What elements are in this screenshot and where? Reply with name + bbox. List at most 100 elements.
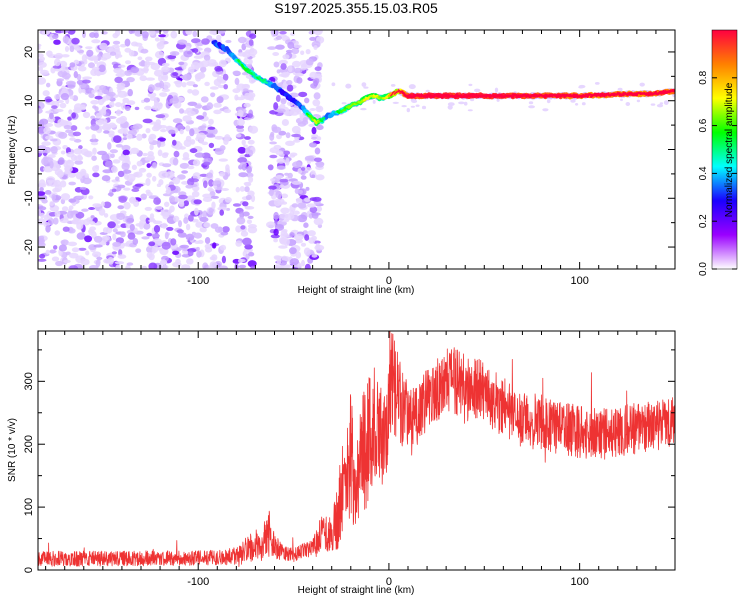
noise-blob — [182, 157, 190, 160]
noise-blob — [152, 126, 160, 131]
noise-blob — [270, 132, 274, 137]
noise-blob — [203, 180, 208, 188]
noise-blob — [248, 216, 254, 219]
noise-blob — [210, 256, 216, 260]
noise-blob — [112, 45, 120, 48]
noise-blob — [314, 74, 322, 79]
ridge-segment — [286, 95, 288, 96]
noise-blob — [312, 197, 321, 202]
noise-blob — [158, 34, 166, 37]
ridge-segment — [648, 92, 650, 93]
noise-blob — [206, 172, 213, 178]
noise-blob — [39, 254, 45, 259]
spectrogram-x-axis-label: Height of straight line (km) — [298, 285, 415, 296]
noise-blob — [68, 242, 78, 247]
noise-blob — [159, 125, 167, 129]
noise-blob — [146, 62, 155, 65]
noise-blob — [283, 151, 290, 156]
noise-blob — [83, 112, 90, 118]
noise-blob — [91, 155, 97, 161]
noise-blob — [246, 166, 252, 174]
noise-blob — [43, 90, 50, 96]
noise-blob — [117, 205, 124, 209]
noise-blob — [78, 66, 87, 72]
noise-blob — [113, 228, 118, 232]
noise-blob — [314, 92, 321, 99]
noise-blob — [172, 262, 181, 268]
noise-blob — [273, 102, 278, 110]
noise-blob — [63, 35, 69, 43]
noise-blob — [249, 39, 254, 46]
noise-blob — [149, 144, 153, 150]
noise-blob — [273, 229, 278, 236]
noise-blob — [179, 201, 185, 207]
noise-blob — [282, 201, 287, 204]
noise-blob — [154, 100, 158, 107]
noise-blob — [64, 125, 72, 129]
noise-blob — [54, 59, 61, 67]
noise-blob — [595, 82, 600, 85]
noise-blob — [210, 261, 217, 268]
noise-blob — [409, 84, 416, 89]
colorbar: 0.00.20.40.60.8 Normalized spectral ampl… — [698, 30, 737, 276]
noise-blob — [197, 240, 203, 244]
noise-blob — [94, 236, 103, 243]
noise-blob — [68, 182, 76, 186]
noise-blob — [50, 250, 57, 253]
ridge-segment — [318, 121, 320, 122]
noise-blob — [301, 167, 305, 171]
noise-blob — [90, 124, 99, 131]
noise-blob — [277, 258, 282, 264]
noise-blob — [102, 169, 112, 173]
noise-blob — [68, 109, 72, 114]
x-tick-label: 100 — [570, 576, 588, 588]
noise-blob — [82, 76, 92, 79]
noise-blob — [92, 203, 101, 207]
noise-blob — [76, 196, 84, 199]
noise-blob — [246, 195, 252, 200]
ridge-segment — [481, 96, 483, 97]
noise-blob — [276, 191, 282, 199]
noise-blob — [112, 242, 121, 247]
noise-blob — [134, 172, 142, 178]
noise-blob — [142, 153, 148, 156]
noise-blob — [41, 199, 47, 204]
noise-blob — [84, 235, 92, 242]
noise-blob — [148, 241, 155, 246]
noise-blob — [152, 176, 156, 182]
noise-blob — [116, 213, 125, 220]
noise-blob — [273, 212, 279, 220]
noise-blob — [626, 102, 631, 106]
noise-blob — [247, 220, 252, 225]
noise-blob — [212, 242, 216, 248]
noise-blob — [46, 83, 50, 88]
noise-blob — [121, 102, 126, 110]
noise-blob — [317, 136, 322, 140]
noise-blob — [162, 163, 171, 167]
ridge-segment — [423, 97, 425, 98]
noise-blob — [238, 259, 243, 263]
noise-blob — [88, 229, 92, 236]
noise-blob — [276, 36, 282, 40]
noise-blob — [547, 99, 551, 103]
noise-blob — [95, 96, 103, 100]
colorbar-tick-label: 0.0 — [698, 262, 709, 276]
noise-blob — [127, 89, 133, 96]
noise-blob — [157, 42, 165, 50]
noise-blob — [73, 132, 81, 137]
noise-blob — [244, 93, 251, 99]
noise-blob — [240, 186, 245, 192]
noise-blob — [59, 244, 67, 251]
ridge-segment — [437, 97, 439, 98]
noise-blob — [172, 140, 177, 146]
noise-blob — [468, 84, 472, 86]
noise-blob — [276, 150, 284, 155]
noise-blob — [282, 54, 289, 59]
noise-blob — [285, 141, 295, 146]
noise-blob — [279, 31, 287, 34]
noise-blob — [85, 126, 90, 129]
noise-blob — [181, 170, 188, 173]
noise-blob — [101, 201, 105, 207]
noise-blob — [161, 75, 167, 79]
noise-blob — [237, 119, 245, 126]
